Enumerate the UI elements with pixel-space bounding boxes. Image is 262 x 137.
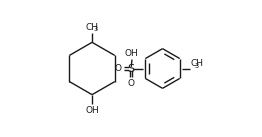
Text: O: O [115, 64, 122, 73]
Text: OH: OH [125, 49, 139, 58]
Text: OH: OH [85, 106, 99, 115]
Text: 3: 3 [94, 26, 98, 32]
Text: S: S [128, 64, 135, 73]
Text: CH: CH [85, 23, 98, 32]
Text: CH: CH [191, 59, 204, 68]
Text: O: O [128, 79, 135, 88]
Text: 3: 3 [195, 62, 199, 68]
